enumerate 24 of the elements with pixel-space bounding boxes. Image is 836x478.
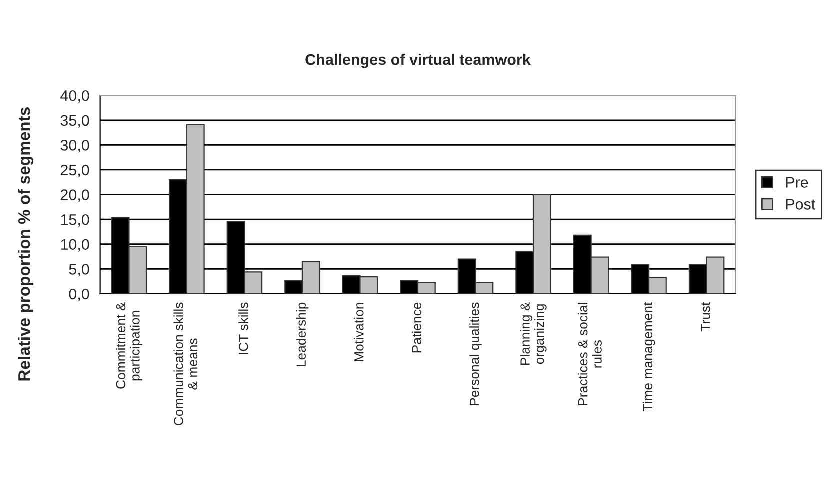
y-tick-label: 30,0 [60,140,90,153]
x-tick-label: Trust [701,302,710,332]
x-tick-label: Commitment & participation [116,302,142,389]
x-tick-label: Time management [642,302,656,412]
legend-label: Pre [786,177,808,188]
y-tick-label: 25,0 [60,164,90,178]
x-tick-label: Planning & organizing [520,302,547,366]
y-tick-label: 20,0 [60,190,90,202]
y-tick-label: 5,0 [69,264,90,277]
y-tick-label: 35,0 [60,115,90,128]
x-tick-label: Communication skills & means [174,302,198,426]
y-axis-title: Relative proportion % of segments [18,108,34,381]
y-tick-label: 0,0 [69,288,90,302]
x-tick-label: Motivation [354,303,364,362]
y-tick-label: 40,0 [60,90,90,104]
y-tick-label: 15,0 [61,214,90,228]
legend-label: Post [786,199,816,210]
x-tick-label: Practices & social rules [578,303,602,406]
x-tick-label: ICT skills [238,302,248,354]
chart-title: Challenges of virtual teamwork [306,54,531,68]
y-tick-label: 10,0 [61,239,90,252]
x-tick-label: Patience [412,302,422,353]
x-tick-label: Leadership [296,302,309,367]
x-tick-label: Personal qualities [470,302,482,406]
